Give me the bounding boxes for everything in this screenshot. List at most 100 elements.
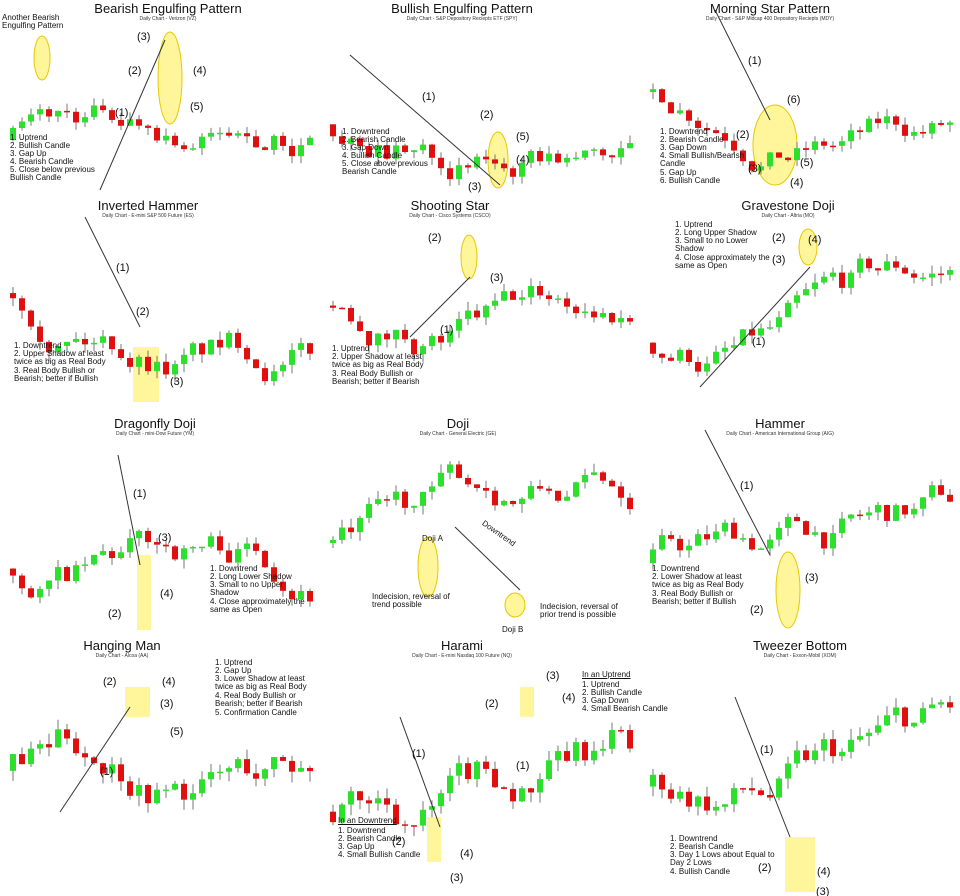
candle [154, 542, 160, 545]
trend-line [59, 706, 131, 813]
pattern-label: (4) [817, 866, 831, 878]
note: 1. Downtrend [210, 564, 258, 573]
candle [510, 500, 516, 505]
candle [100, 336, 106, 343]
candle [519, 162, 525, 177]
candle [803, 750, 809, 761]
candle [19, 298, 25, 311]
pattern-label: (2) [758, 862, 772, 874]
candle [564, 157, 570, 163]
candle [609, 730, 615, 749]
candle [893, 261, 899, 268]
candle [474, 761, 480, 780]
candle [474, 156, 480, 168]
candle [740, 329, 746, 346]
candle [492, 768, 498, 788]
candle [731, 788, 737, 805]
note: 1. Uptrend [215, 658, 253, 667]
candle [830, 272, 836, 277]
candle [64, 110, 70, 113]
candle [375, 145, 381, 157]
candle [357, 517, 363, 533]
candle [866, 118, 872, 133]
candle [902, 707, 908, 727]
candle [582, 742, 588, 761]
panel-subtitle: Daily Chart - American International Gro… [726, 431, 834, 437]
candle [262, 368, 268, 382]
candle [145, 530, 151, 543]
candle [483, 305, 489, 318]
candle [767, 327, 773, 329]
candle [235, 759, 241, 769]
candle [393, 804, 399, 825]
highlight [417, 536, 439, 598]
candle [627, 730, 633, 749]
candle [902, 505, 908, 515]
pattern-label: (5) [190, 101, 204, 113]
candle [109, 110, 115, 120]
candle [280, 135, 286, 146]
candle [537, 486, 543, 489]
candle [429, 336, 435, 347]
candle [37, 744, 43, 749]
candle [758, 790, 764, 795]
candle [812, 282, 818, 290]
candle [217, 771, 223, 774]
candle [875, 505, 881, 513]
panel-subtitle: Daily Chart - Altria (MO) [761, 213, 815, 219]
candle [893, 707, 899, 716]
note: 1. Downtrend [338, 826, 386, 835]
candle [393, 329, 399, 340]
pattern-label: (1) [740, 480, 754, 492]
candle [677, 538, 683, 551]
pattern-label: (3) [816, 886, 830, 896]
note: 1. Uptrend [675, 220, 713, 229]
candle [749, 329, 755, 336]
candle [528, 285, 534, 298]
candle [366, 146, 372, 157]
candle [253, 136, 259, 148]
candle [181, 354, 187, 365]
pattern-label: (2) [750, 604, 764, 616]
panel-subtitle: Daily Chart - Exxon-Mobil (XOM) [763, 653, 837, 659]
candle [600, 472, 606, 481]
note: 6. Bullish Candle [660, 176, 721, 185]
candle [429, 144, 435, 158]
candle [758, 548, 764, 550]
candle [420, 491, 426, 506]
candle [537, 779, 543, 793]
candle [731, 140, 737, 151]
candle [776, 778, 782, 798]
candle [145, 125, 151, 128]
candle [600, 149, 606, 156]
candle [100, 763, 106, 774]
candle [731, 345, 737, 348]
candle [330, 811, 336, 823]
candle [564, 496, 570, 501]
candle [803, 521, 809, 535]
candle [510, 168, 516, 177]
panel-title: Hanging Man [83, 638, 161, 653]
note: 3. Real Body Bullish or Bearish; better … [652, 589, 737, 607]
note: 5. Gap Up [660, 168, 697, 177]
candle [695, 534, 701, 546]
candle [375, 798, 381, 804]
candle [875, 725, 881, 733]
candle [357, 321, 363, 332]
candle [893, 505, 899, 521]
candle [803, 148, 809, 150]
candle [244, 347, 250, 360]
panel-subtitle: Daily Chart - E-mini S&P 500 Future (ES) [102, 213, 194, 219]
candle [100, 551, 106, 555]
pattern-label: (3) [546, 670, 560, 682]
highlight [785, 837, 815, 892]
candle [758, 328, 764, 336]
candle [483, 487, 489, 491]
candle [330, 305, 336, 308]
candle [686, 349, 692, 363]
candle [172, 135, 178, 146]
candle [938, 485, 944, 495]
pattern-label: (1) [422, 91, 436, 103]
candle [208, 772, 214, 780]
candle [46, 744, 52, 748]
